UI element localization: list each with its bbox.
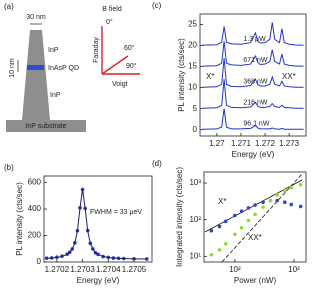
geometry-label: Faraday (93, 37, 100, 63)
y-tick-label: 25 (188, 20, 197, 29)
data-point (298, 204, 303, 209)
y-tick-label: 10³ (189, 178, 201, 187)
fit-line (204, 179, 303, 233)
y-axis-label: Integrated intensity (cts/sec) (175, 167, 184, 267)
y-tick-label: 10¹ (189, 251, 201, 260)
panel-label: (d) (152, 159, 162, 168)
y-tick-label: 400 (28, 204, 42, 213)
diagram: (a) 30 nm InP substrate InP InAsP QD InP… (4, 2, 140, 132)
arrow (101, 55, 129, 75)
dot-label: InAsP QD (48, 65, 79, 72)
data-point (282, 188, 287, 193)
data-point (261, 205, 265, 209)
series-label: 368 nW (243, 79, 268, 86)
x-tick-label: 10² (229, 265, 241, 274)
data-point (268, 198, 273, 203)
x-tick-label: 1.272 (255, 139, 276, 148)
x-axis-label: Energy (eV) (77, 276, 120, 285)
series-label: 96.1 nW (243, 121, 269, 128)
plot-frame (203, 171, 307, 263)
annotation: X* (206, 72, 214, 81)
panel-label: (a) (4, 2, 14, 11)
data-point (282, 200, 287, 204)
data-point (217, 224, 222, 229)
series-label: 1.3 μW (243, 36, 266, 43)
data-point (209, 253, 214, 257)
data-line (202, 41, 304, 67)
plot-frame (199, 13, 307, 137)
series-label: 671 nW (243, 57, 268, 64)
data-point (275, 198, 279, 203)
y-tick-label: 20 (188, 41, 197, 50)
panel-label: (c) (152, 1, 162, 10)
y-tick-label: 10 (188, 83, 197, 92)
data-point (246, 206, 251, 210)
y-axis-label: PL intensity (cts/sec) (15, 182, 24, 256)
x-tick-label: 1.2702 (45, 265, 70, 274)
y-tick-label: 10² (189, 215, 201, 224)
angle-label: 0° (106, 18, 113, 26)
y-axis-label: PL intensity (cts/sec) (177, 38, 186, 112)
data-point (239, 226, 244, 230)
data-line (202, 22, 304, 46)
x-tick-label: 1.27 (209, 139, 225, 148)
x-tick-label: 10³ (288, 265, 300, 274)
plot-frame (43, 175, 153, 263)
data-point (289, 202, 294, 207)
x-tick-label: 1.271 (231, 139, 252, 148)
angle-label: 60° (124, 44, 135, 52)
annotation: XX* (282, 72, 296, 81)
series-label: 216 nW (243, 100, 268, 107)
x-axis-label: Energy (eV) (232, 150, 275, 159)
y-tick-label: 5 (193, 104, 198, 113)
data-point (253, 212, 257, 217)
x-tick-label: 1.2704 (96, 265, 121, 274)
substrate (6, 120, 86, 132)
data-point (239, 209, 244, 214)
dim-label: 30 nm (26, 14, 46, 21)
data-point (298, 182, 303, 187)
data-point (209, 228, 214, 233)
nanowire (22, 30, 50, 120)
data-point (233, 213, 237, 218)
y-tick-label: 0 (37, 257, 42, 266)
layer-label: InP (50, 92, 61, 99)
y-tick-label: 0 (193, 125, 198, 134)
annotation: XX* (248, 233, 262, 242)
angle-label: 90° (126, 62, 137, 70)
data-line (202, 108, 304, 130)
geometry-label: Voigt (112, 81, 128, 88)
data-line (46, 189, 147, 260)
y-tick-label: 15 (188, 62, 197, 71)
x-tick-label: 1.2705 (122, 265, 147, 274)
layer-label: InP (48, 47, 59, 54)
quantum-dot (27, 65, 44, 70)
data-point (261, 200, 265, 204)
field-label: B field (102, 6, 122, 13)
annotation: FWHM = 33 μeV (90, 209, 142, 216)
x-axis-label: Power (nW) (234, 276, 277, 285)
dim-label: 10 nm (9, 58, 16, 78)
x-tick-label: 1.273 (279, 139, 300, 148)
data-point (253, 203, 257, 207)
data-point (233, 232, 237, 237)
fit-line (221, 173, 303, 263)
data-line (202, 79, 304, 109)
y-tick-label: 200 (28, 231, 42, 240)
data-point (275, 193, 279, 197)
annotation: X* (218, 197, 226, 206)
data-point (289, 185, 294, 190)
substrate-label: InP substrate (25, 123, 66, 130)
x-tick-label: 1.2703 (70, 265, 95, 274)
data-point (223, 241, 228, 246)
panel-label: (b) (4, 163, 14, 172)
data-point (246, 218, 251, 223)
y-tick-label: 600 (28, 178, 42, 187)
data-line (202, 58, 304, 88)
data-point (223, 219, 228, 224)
data-point (217, 248, 222, 252)
